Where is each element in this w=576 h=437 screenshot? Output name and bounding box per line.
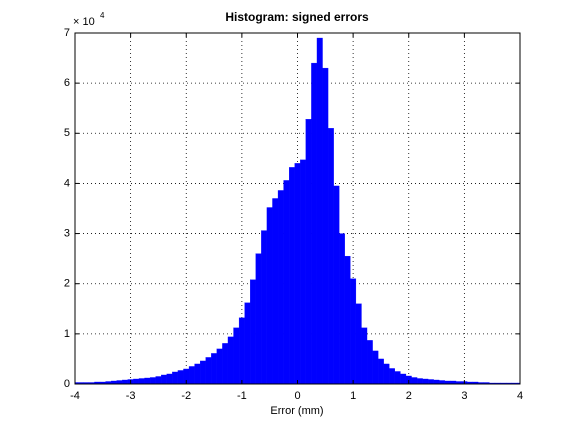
bar [255, 253, 262, 384]
bar [261, 230, 268, 384]
y-tick-label: 6 [64, 77, 70, 89]
x-tick-label: 1 [350, 390, 356, 402]
bar [361, 327, 368, 384]
bar [339, 233, 345, 384]
bar [439, 380, 446, 384]
bar [233, 327, 240, 384]
bar [383, 363, 390, 384]
bar [355, 303, 362, 384]
y-tick-label: 0 [64, 378, 70, 390]
bar [389, 368, 395, 384]
y-tick-label: 4 [64, 177, 70, 189]
bar [311, 62, 318, 384]
y-multiplier: × 10 [73, 16, 95, 28]
bar [327, 128, 334, 384]
x-tick-label: 0 [294, 390, 300, 402]
bar [166, 373, 173, 384]
bar [322, 67, 329, 384]
bar [372, 350, 379, 384]
y-tick-label: 2 [64, 278, 70, 290]
bar [283, 180, 290, 384]
bar [194, 363, 201, 384]
bar [378, 358, 384, 384]
x-tick-label: -2 [181, 390, 191, 402]
y-multiplier-exponent: 4 [100, 11, 105, 20]
bar [428, 379, 434, 384]
bar [350, 278, 357, 384]
bar [177, 370, 184, 384]
bar [238, 317, 245, 384]
bar [289, 167, 295, 384]
bar [300, 159, 306, 384]
bar [138, 378, 145, 384]
bar [366, 340, 373, 384]
chart-title: Histogram: signed errors [225, 10, 369, 24]
bar [149, 377, 156, 384]
bar [172, 371, 179, 384]
bar [200, 360, 206, 384]
bar [294, 163, 301, 384]
bar [144, 377, 151, 384]
bar [205, 357, 212, 384]
x-axis-label: Error (mm) [270, 405, 323, 417]
bar [188, 366, 195, 384]
bar [133, 378, 140, 384]
bar [411, 377, 418, 384]
bar [116, 380, 123, 384]
bar [161, 374, 167, 384]
bar [305, 119, 312, 384]
bar [222, 343, 229, 384]
bar [416, 378, 423, 384]
bar [155, 376, 162, 384]
x-tick-label: -1 [237, 390, 247, 402]
x-tick-label: 3 [461, 390, 467, 402]
bar [266, 207, 273, 384]
bar [316, 37, 323, 384]
bar [250, 279, 256, 384]
y-tick-label: 1 [64, 328, 70, 340]
bar [400, 373, 407, 384]
bar [422, 378, 429, 384]
y-tick-label: 3 [64, 227, 70, 239]
bar [122, 379, 128, 384]
bar [227, 336, 234, 384]
x-tick-label: 4 [517, 390, 523, 402]
x-tick-label: -4 [70, 390, 80, 402]
bar [211, 353, 217, 384]
y-tick-label: 7 [64, 27, 70, 39]
bar [517, 382, 520, 384]
bar [244, 302, 251, 384]
bar [333, 185, 340, 384]
bar [272, 198, 279, 384]
x-tick-label: -3 [126, 390, 136, 402]
bar [394, 371, 401, 384]
y-tick-label: 5 [64, 127, 70, 139]
bar [216, 348, 223, 384]
x-tick-label: 2 [406, 390, 412, 402]
bar [277, 190, 284, 384]
bar [433, 379, 440, 384]
bar [344, 255, 351, 384]
